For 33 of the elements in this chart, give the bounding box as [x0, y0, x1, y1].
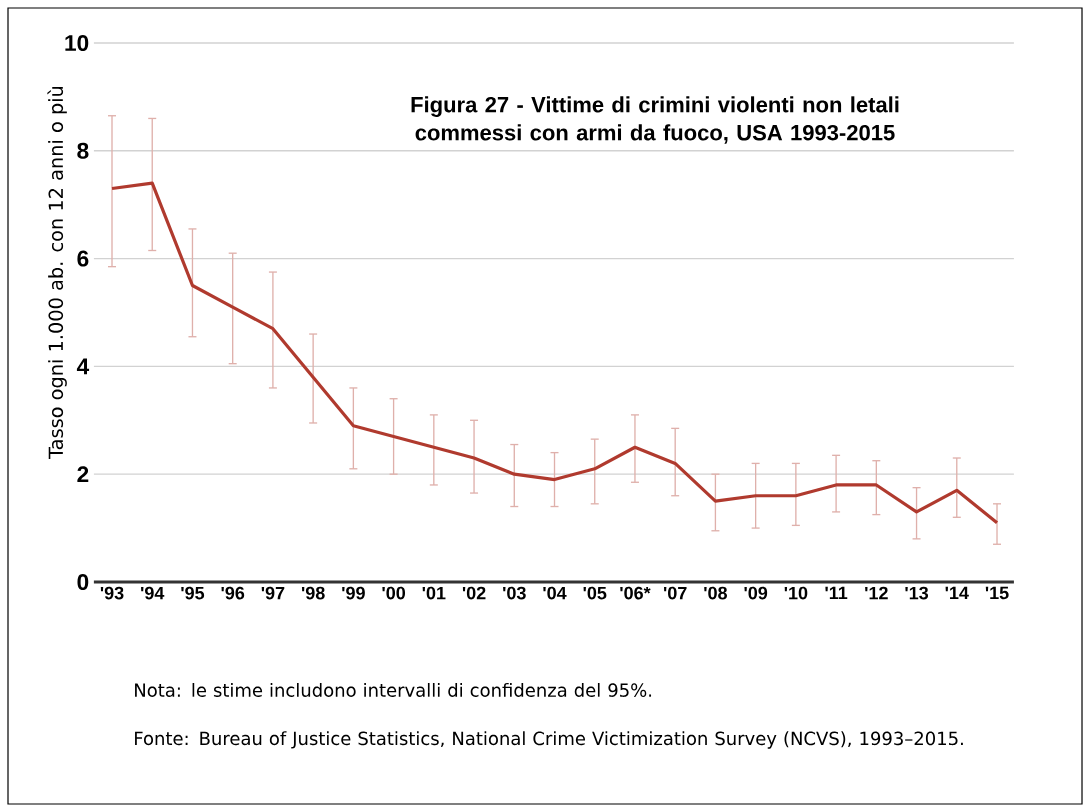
- x-tick-label: '04: [543, 586, 567, 600]
- x-tick-label: '95: [181, 586, 205, 600]
- x-tick-label: '97: [261, 586, 285, 600]
- text: Nota: le stime includono intervalli di confidenza del 95%.: [135, 683, 652, 697]
- x-tick-label: '14: [945, 586, 969, 600]
- x-tick-label: '05: [583, 586, 607, 600]
- x-tick-label: '15: [985, 586, 1009, 600]
- x-tick-label: '12: [865, 586, 888, 600]
- x-tick-label: '00: [382, 586, 406, 600]
- x-tick-label: '98: [301, 586, 325, 600]
- source-note: Fonte: Bureau of Justice Statistics, National Crime Victimization Survey (NCVS), 1993–2015.: [135, 731, 963, 749]
- y-tick-label: 0: [77, 573, 89, 591]
- y-tick-label: 4: [76, 358, 90, 375]
- x-tick-label: '03: [503, 586, 526, 600]
- text: Figura 27 - Vittime di crimini violenti non letali commessi con armi da fuoco, USA 1993-2015: [411, 96, 899, 144]
- x-tick-label: '02: [462, 586, 486, 600]
- x-tick-label: '08: [704, 586, 728, 600]
- y-tick-label: 2: [77, 466, 89, 483]
- x-tick-label: '99: [342, 586, 365, 600]
- x-tick-label: '01: [422, 586, 446, 600]
- x-tick-label: '13: [905, 586, 929, 600]
- x-tick-label: '11: [825, 586, 848, 600]
- y-axis-title: Tasso ogni 1.000 ab. con 12 anni o più: [47, 86, 67, 459]
- x-tick-label: '10: [784, 586, 808, 600]
- y-tick-label: 6: [77, 250, 89, 267]
- y-tick-label: 8: [77, 142, 89, 159]
- y-tick-label: 10: [65, 34, 89, 52]
- x-tick-label: '09: [744, 586, 768, 600]
- x-tick-label: '06*: [620, 586, 651, 600]
- x-tick-label: '93: [100, 586, 124, 600]
- x-tick-label: '94: [141, 586, 165, 600]
- x-tick-label: '07: [664, 586, 687, 600]
- x-tick-label: '96: [221, 586, 245, 600]
